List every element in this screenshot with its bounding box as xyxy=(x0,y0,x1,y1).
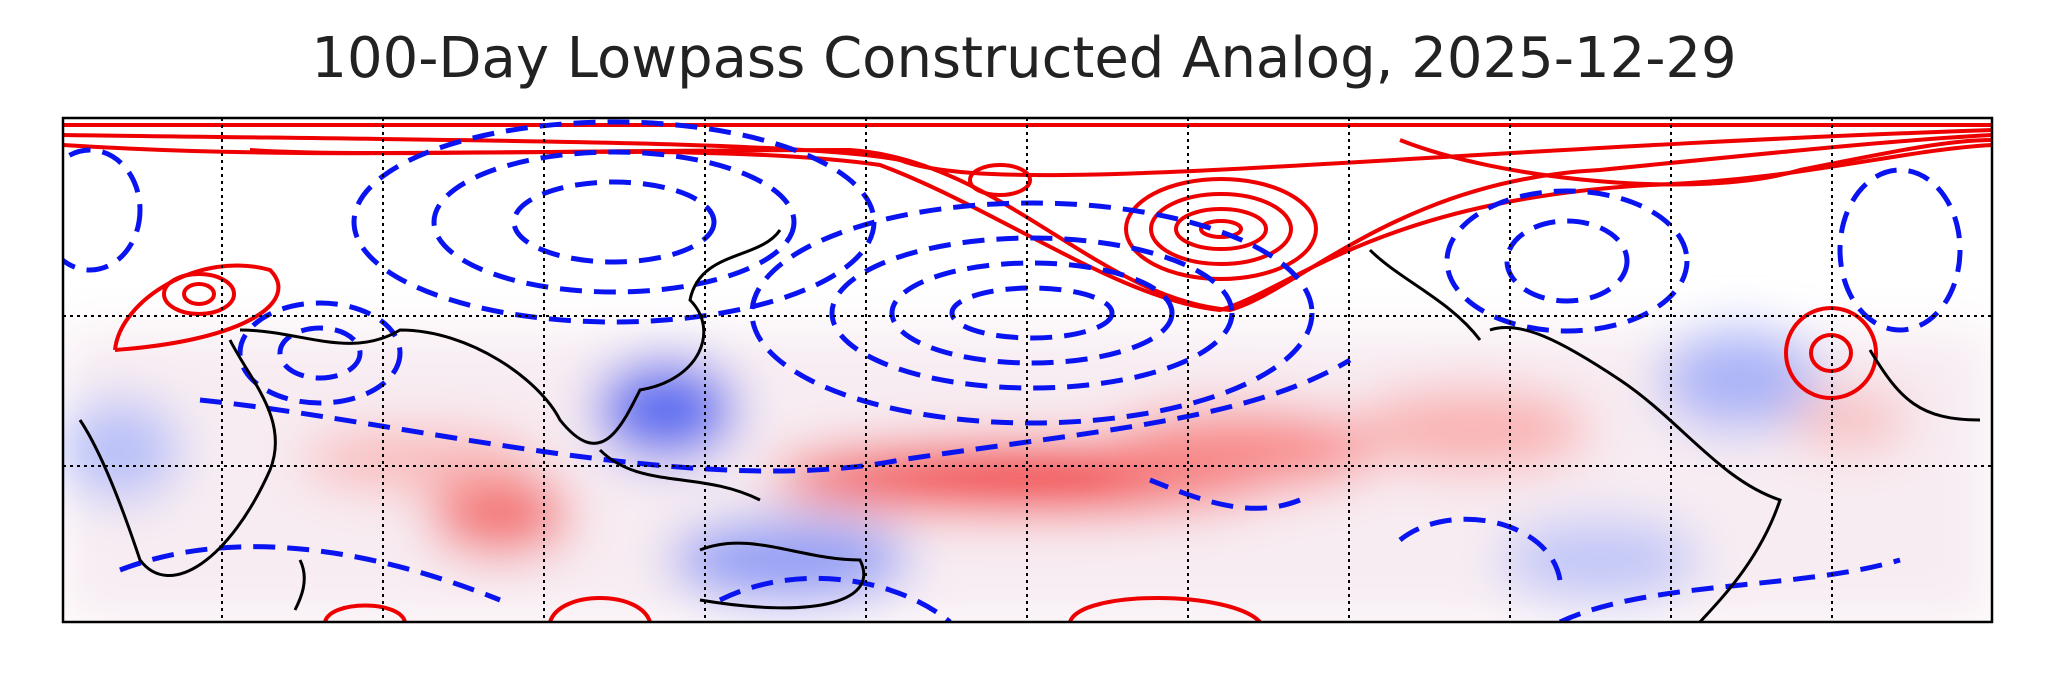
grid-lines xyxy=(63,118,1992,622)
map-area xyxy=(63,118,1992,622)
map-title: 100-Day Lowpass Constructed Analog, 2025… xyxy=(311,26,1736,91)
negative-contours xyxy=(63,119,1963,622)
map-frame xyxy=(61,116,1994,624)
coastlines xyxy=(78,229,1981,622)
